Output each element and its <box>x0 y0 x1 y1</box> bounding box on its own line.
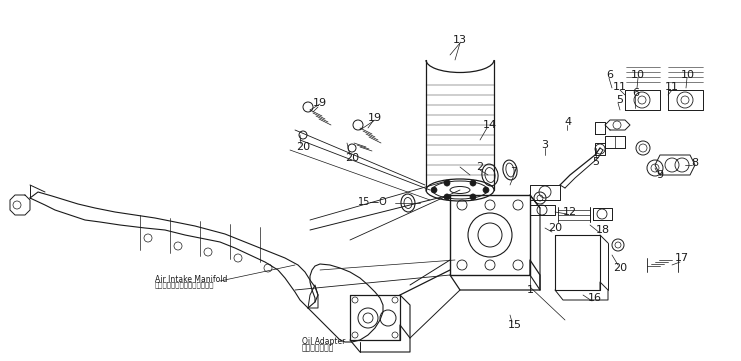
Text: 20: 20 <box>345 153 359 163</box>
Text: 16: 16 <box>588 293 602 303</box>
Text: 7: 7 <box>511 167 517 177</box>
Text: 20: 20 <box>548 223 562 233</box>
Circle shape <box>348 144 356 152</box>
Text: 15—O: 15—O <box>358 197 388 207</box>
Text: 13: 13 <box>453 35 467 45</box>
Text: エアーインテークマニホールド: エアーインテークマニホールド <box>155 282 214 288</box>
Text: 8: 8 <box>691 158 699 168</box>
Text: 20: 20 <box>613 263 627 273</box>
Text: 18: 18 <box>596 225 610 235</box>
Text: 11: 11 <box>665 82 679 92</box>
Circle shape <box>303 102 313 112</box>
Circle shape <box>470 194 476 200</box>
Text: 20: 20 <box>296 142 310 152</box>
Text: 11: 11 <box>613 82 627 92</box>
Text: 5: 5 <box>617 95 623 105</box>
Text: 3: 3 <box>542 140 548 150</box>
Text: 19: 19 <box>313 98 327 108</box>
Circle shape <box>299 131 307 139</box>
Circle shape <box>470 180 476 186</box>
Text: オイルアダプタ: オイルアダプタ <box>302 344 334 352</box>
Text: 15: 15 <box>508 320 522 330</box>
Text: 6: 6 <box>633 88 639 98</box>
Text: 19: 19 <box>368 113 382 123</box>
Text: Oil Adapter: Oil Adapter <box>302 338 345 347</box>
Text: 9: 9 <box>657 170 663 180</box>
Text: 2: 2 <box>476 162 484 172</box>
Text: 14: 14 <box>483 120 497 130</box>
Circle shape <box>353 120 363 130</box>
Text: Air Intake Manifold: Air Intake Manifold <box>155 274 227 283</box>
Text: 17: 17 <box>675 253 689 263</box>
Text: 1: 1 <box>527 285 534 295</box>
Circle shape <box>431 187 437 193</box>
Circle shape <box>483 187 489 193</box>
Text: 10: 10 <box>631 70 645 80</box>
Text: 5: 5 <box>593 157 599 167</box>
Text: 6: 6 <box>606 70 614 80</box>
Text: 12: 12 <box>563 207 577 217</box>
Circle shape <box>444 194 450 200</box>
Circle shape <box>444 180 450 186</box>
Text: 4: 4 <box>565 117 571 127</box>
Text: 10: 10 <box>681 70 695 80</box>
